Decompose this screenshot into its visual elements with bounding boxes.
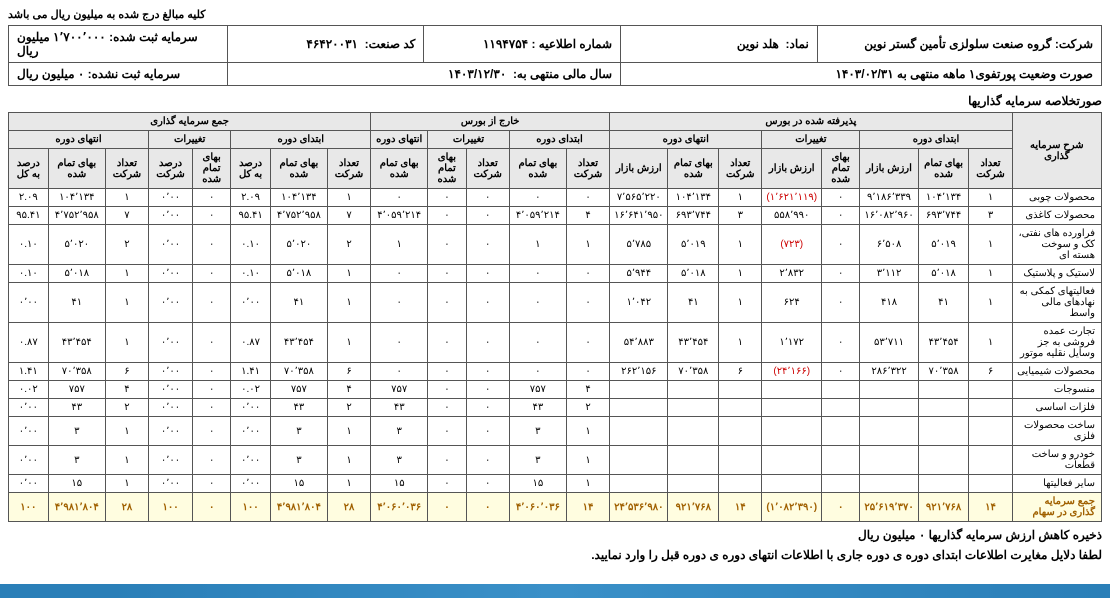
table-row: منسوجات۴۷۵۷۰۰۷۵۷۴۷۵۷۰.۰۲۰۰٬۰۰۴۷۵۷۰.۰۲ bbox=[9, 381, 1102, 399]
taskbar bbox=[0, 584, 1110, 598]
table-row: فراورده های نفتی، کک و سوخت هسته ای۱۵٬۰۱… bbox=[9, 225, 1102, 265]
footer-instruction: لطفا دلایل مغایرت اطلاعات ابتدای دوره ی … bbox=[8, 548, 1102, 562]
table-row: محصولات کاغذی۳۶۹۳٬۷۴۴۱۶٬۰۸۲٬۹۶۰۰۵۵۸٬۹۹۰۳… bbox=[9, 207, 1102, 225]
table-row: ساخت محصولات فلزی۱۳۰۰۳۱۳۰٬۰۰۰۰٬۰۰۱۳۰٬۰۰ bbox=[9, 417, 1102, 446]
table-row: لاستیک و پلاستیک۱۵٬۰۱۸۳٬۱۱۲۰۲٬۸۳۲۱۵٬۰۱۸۵… bbox=[9, 265, 1102, 283]
header-table: شرکت: گروه صنعت سلولزی تأمین گستر نوین ن… bbox=[8, 25, 1102, 86]
table-row: تجارت عمده فروشی به جز وسایل نقلیه موتور… bbox=[9, 323, 1102, 363]
table-row: خودرو و ساخت قطعات۱۳۰۰۳۱۳۰٬۰۰۰۰٬۰۰۱۳۰٬۰۰ bbox=[9, 446, 1102, 475]
section-title: صورتخلاصه سرمایه گذاریها bbox=[8, 94, 1102, 108]
footer-reserve: ذخیره کاهش ارزش سرمایه گذاریها ۰ میلیون … bbox=[8, 528, 1102, 542]
table-row: جمع سرمایه گذاری در سهام۱۴۹۲۱٬۷۶۸۲۵٬۶۱۹٬… bbox=[9, 493, 1102, 522]
currency-caption: کلیه مبالغ درج شده به میلیون ریال می باش… bbox=[8, 8, 1102, 21]
table-row: فلزات اساسی۲۴۳۰۰۴۳۲۴۳۰٬۰۰۰۰٬۰۰۲۴۳۰٬۰۰ bbox=[9, 399, 1102, 417]
investment-summary-table: شرح سرمایه گذاری پذیرفته شده در بورس خار… bbox=[8, 112, 1102, 522]
table-row: فعالیتهای کمکی به نهادهای مالی واسط۱۴۱۴۱… bbox=[9, 283, 1102, 323]
table-row: سایر فعالیتها۱۱۵۰۰۱۵۱۱۵۰٬۰۰۰۰٬۰۰۱۱۵۰٬۰۰ bbox=[9, 475, 1102, 493]
table-row: محصولات شیمیایی۶۷۰٬۳۵۸۲۸۶٬۳۲۲۰(۲۴٬۱۶۶)۶۷… bbox=[9, 363, 1102, 381]
table-row: محصولات چوبی۱۱۰۴٬۱۳۴۹٬۱۸۶٬۳۳۹۰(۱٬۶۲۱٬۱۱۹… bbox=[9, 189, 1102, 207]
